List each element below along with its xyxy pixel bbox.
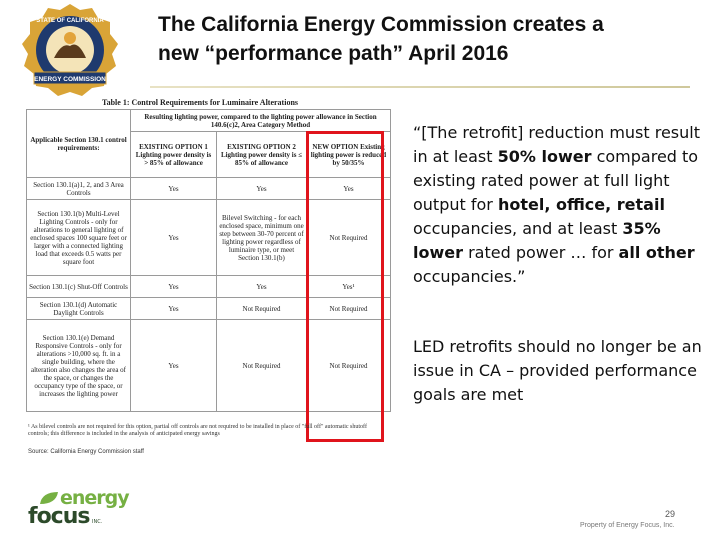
cell: Yes <box>216 177 307 200</box>
quote-text: “[The retrofit] reduction must result in… <box>413 123 700 166</box>
table-footnote: ¹ As bilevel controls are not required f… <box>28 424 367 437</box>
logo-energy-text: energy <box>60 487 130 509</box>
retrofit-quote: “[The retrofit] reduction must result in… <box>413 121 703 289</box>
new-option-highlight-box <box>306 131 384 442</box>
table-header-span-row: Applicable Section 130.1 control require… <box>26 109 391 178</box>
cell: Bilevel Switching - for each enclosed sp… <box>216 199 307 276</box>
cell: Not Required <box>216 297 307 320</box>
cell: Yes <box>130 319 217 412</box>
quote-text: occupancies.” <box>413 267 526 286</box>
header-col-existing-2: EXISTING OPTION 2 Lighting power density… <box>216 131 307 178</box>
seal-banner-text: ENERGY COMMISSION <box>34 76 106 83</box>
cell: Not Required <box>216 319 307 412</box>
seal-top-text: STATE OF CALIFORNIA <box>36 18 104 24</box>
quote-bold: all other <box>618 243 695 262</box>
row-label: Section 130.1(a)1, 2, and 3 Area Control… <box>26 177 131 200</box>
table-row: Section 130.1(e) Demand Responsive Contr… <box>26 319 391 412</box>
title-line-1: The California Energy Commission creates… <box>158 13 604 36</box>
cell: Yes <box>216 275 307 298</box>
property-notice: Property of Energy Focus, Inc. <box>580 522 675 529</box>
table-row: Section 130.1(c) Shut-Off Controls Yes Y… <box>26 275 391 298</box>
quote-text: rated power … for <box>463 243 619 262</box>
logo-inc-text: INC. <box>92 519 103 525</box>
cell: Not Required <box>306 199 391 276</box>
title-divider <box>150 86 690 88</box>
energy-commission-seal: ENERGY COMMISSION STATE OF CALIFORNIA <box>22 4 118 96</box>
cell: Yes <box>130 275 217 298</box>
table-caption: Table 1: Control Requirements for Lumina… <box>102 98 298 107</box>
row-label: Section 130.1(b) Multi-Level Lighting Co… <box>26 199 131 276</box>
title-line-2: new “performance path” April 2016 <box>158 42 509 65</box>
cell: Not Required <box>306 319 391 412</box>
row-label: Section 130.1(d) Automatic Daylight Cont… <box>26 297 131 320</box>
logo-focus-text: focus <box>28 504 90 529</box>
row-label: Section 130.1(c) Shut-Off Controls <box>26 275 131 298</box>
slide-title: The California Energy Commission creates… <box>158 10 698 68</box>
energy-focus-logo: energy focus INC. <box>28 487 130 530</box>
header-span: Resulting lighting power, compared to th… <box>130 109 391 132</box>
led-retrofit-note: LED retrofits should no longer be an iss… <box>413 337 702 404</box>
header-col-existing-1: EXISTING OPTION 1 Lighting power density… <box>130 131 217 178</box>
quote-text: occupancies, and at least <box>413 219 623 238</box>
cell: Yes <box>130 297 217 320</box>
quote-bold: 35% lower <box>413 219 661 262</box>
header-applicable: Applicable Section 130.1 control require… <box>26 109 131 178</box>
row-label: Section 130.1(e) Demand Responsive Contr… <box>26 319 131 412</box>
cell: Yes <box>130 177 217 200</box>
leaf-icon <box>40 492 58 504</box>
cell: Yes <box>130 199 217 276</box>
table-row: Section 130.1(d) Automatic Daylight Cont… <box>26 297 391 320</box>
quote-bold: 50% lower <box>497 147 592 166</box>
quote-bold: hotel, office, retail <box>497 195 665 214</box>
quote-text: compared to existing rated power at full… <box>413 147 699 214</box>
page-number: 29 <box>665 509 676 519</box>
table-row: Section 130.1(b) Multi-Level Lighting Co… <box>26 199 391 276</box>
table-source: Source: California Energy Commission sta… <box>28 449 144 455</box>
